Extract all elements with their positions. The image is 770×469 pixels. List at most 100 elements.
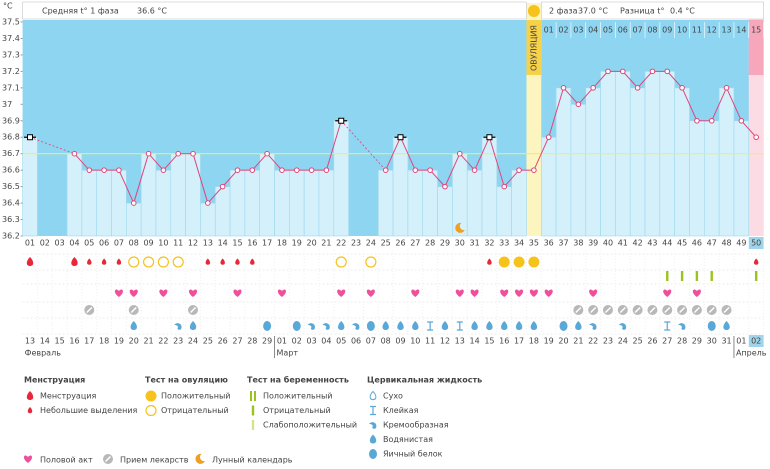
- y-unit: °C: [3, 2, 13, 11]
- date-label: 26: [647, 337, 657, 346]
- phase2-day: 01: [544, 26, 554, 35]
- legend-label: Водянистая: [383, 435, 433, 444]
- temp-point: [471, 167, 478, 173]
- diff-value: 0.4 °C: [670, 7, 695, 16]
- temp-line: [340, 120, 386, 171]
- date-label: 04: [321, 337, 331, 346]
- day-label: 48: [721, 239, 731, 248]
- watery-icon: [575, 321, 582, 330]
- temp-point-excluded: [397, 134, 404, 141]
- ov-positive-icon: [498, 256, 510, 268]
- y-tick-label: 36.6: [2, 166, 20, 175]
- temp-point: [116, 167, 122, 173]
- phase2-day: 02: [558, 26, 568, 35]
- day-label: 29: [440, 239, 450, 248]
- day-label: 28: [425, 239, 435, 248]
- temp-bar: [466, 169, 483, 237]
- light-icon: [487, 258, 492, 265]
- date-label: 22: [158, 337, 168, 346]
- legend-label: Положительный: [263, 392, 332, 401]
- day-label: 42: [633, 239, 643, 248]
- temp-line: [163, 153, 179, 171]
- pill-mark: [649, 306, 656, 314]
- creamy-icon: [589, 323, 597, 330]
- temp-bar: [111, 169, 127, 237]
- temp-point: [738, 117, 745, 124]
- day-label: 41: [618, 239, 628, 248]
- temp-line: [207, 186, 224, 204]
- temp-point: [249, 167, 256, 173]
- day-label: 10: [158, 239, 168, 248]
- phase1-label: Средняя t° 1 фаза: [42, 7, 119, 16]
- watery-icon: [338, 321, 345, 330]
- heart-icon: [663, 289, 672, 297]
- ov-negative-icon: [145, 404, 157, 417]
- y-tick-label: 37.3: [2, 50, 20, 59]
- pill-mark: [664, 306, 671, 314]
- creamy-icon: [307, 323, 315, 330]
- date-label: 16: [499, 337, 509, 346]
- legend-label: Половой акт: [40, 456, 93, 465]
- date-label: 21: [573, 337, 583, 346]
- date-label: 01: [277, 337, 287, 346]
- temp-line: [548, 87, 564, 138]
- legend-label: Прием лекарств: [120, 456, 189, 465]
- pill-mark: [86, 306, 93, 314]
- light-icon: [116, 258, 122, 265]
- header-bg2: [541, 1, 764, 20]
- heart-icon: [23, 455, 33, 463]
- preg-icon: [251, 420, 255, 430]
- watery-icon: [486, 321, 493, 330]
- day-label: 02: [40, 239, 50, 248]
- legend-label: Яичный белок: [383, 450, 443, 459]
- light-icon: [220, 258, 225, 265]
- temp-line: [192, 153, 209, 204]
- creamy-icon: [352, 323, 360, 330]
- day-label: 20: [306, 239, 316, 248]
- date-label: 17: [84, 337, 94, 346]
- temp-line: [740, 120, 757, 138]
- preg-icon: [666, 271, 669, 281]
- pill-mark: [723, 306, 730, 314]
- light-icon: [27, 407, 33, 414]
- date-label: 27: [232, 337, 242, 346]
- legend-label: Положительный: [161, 392, 230, 401]
- light-icon: [753, 258, 759, 265]
- temp-point: [708, 117, 715, 124]
- day-label: 12: [188, 239, 198, 248]
- temp-point: [264, 150, 270, 157]
- date-label: 07: [366, 337, 376, 346]
- pill-mark: [693, 306, 700, 314]
- day-label: 05: [84, 239, 94, 248]
- date-label: 23: [603, 337, 613, 346]
- y-tick-label: 36.5: [2, 182, 20, 191]
- phase2-day: 04: [588, 26, 598, 35]
- heart-icon: [515, 289, 524, 297]
- pill-mark: [590, 306, 597, 314]
- day-label: 30: [455, 239, 465, 248]
- date-label: 16: [69, 337, 79, 346]
- date-label: 18: [529, 337, 539, 346]
- day-label: 25: [381, 239, 391, 248]
- temp-bar: [214, 186, 231, 237]
- temp-bar: [570, 104, 587, 237]
- header-bg: [22, 1, 527, 20]
- temp-point: [219, 183, 226, 190]
- y-tick-label: 36.2: [2, 232, 20, 241]
- pill-mark: [104, 455, 112, 463]
- month-label: Апрель: [736, 349, 767, 358]
- day-label: 19: [292, 239, 302, 248]
- phase2-label: 2 фаза: [549, 7, 578, 16]
- day-label: 04: [69, 239, 79, 248]
- date-label: 19: [114, 337, 124, 346]
- temp-line: [74, 153, 90, 171]
- date-label: 31: [721, 337, 731, 346]
- preg-icon: [250, 391, 252, 401]
- light-icon: [205, 258, 211, 265]
- temp-point: [205, 200, 211, 206]
- temp-bar: [437, 186, 453, 237]
- temp-line: [266, 153, 283, 171]
- watery-icon: [412, 321, 419, 330]
- sticky-icon: [456, 321, 463, 331]
- watery-icon: [501, 321, 508, 330]
